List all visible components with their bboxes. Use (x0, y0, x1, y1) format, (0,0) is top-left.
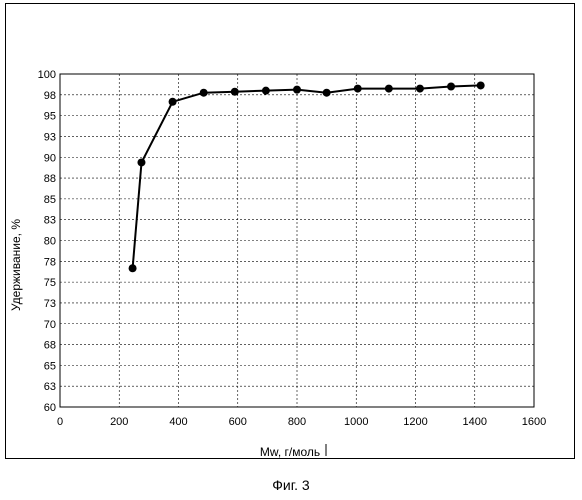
y-tick-label: 68 (44, 340, 56, 352)
x-tick-label: 400 (169, 416, 187, 428)
data-point (477, 81, 485, 89)
y-tick-labels: 60 63 65 68 70 73 75 78 80 83 85 88 90 93 95 98 100 (38, 69, 56, 414)
data-point (200, 89, 208, 97)
y-tick-label: 85 (44, 194, 56, 206)
x-tick-label: 1200 (403, 416, 427, 428)
data-point (137, 158, 145, 166)
data-point (323, 89, 331, 97)
x-axis-label: Mw, г/моль (260, 445, 320, 459)
y-tick-label: 78 (44, 256, 56, 268)
y-tick-label: 83 (44, 215, 56, 227)
data-point (354, 85, 362, 93)
x-tick-label: 0 (57, 416, 63, 428)
y-tick-label: 95 (44, 111, 56, 123)
y-tick-label: 90 (44, 152, 56, 164)
x-tick-labels: 0 200 400 600 800 1000 1200 1400 1600 (57, 416, 546, 428)
y-tick-label: 73 (44, 298, 56, 310)
data-point (416, 85, 424, 93)
data-point (169, 98, 177, 106)
y-tick-label: 65 (44, 360, 56, 372)
y-tick-label: 60 (44, 402, 56, 414)
y-tick-label: 98 (44, 90, 56, 102)
data-point (385, 85, 393, 93)
y-tick-label: 63 (44, 381, 56, 393)
x-tick-label: 600 (229, 416, 247, 428)
figure-caption: Фиг. 3 (0, 477, 582, 493)
data-point (447, 82, 455, 90)
x-tick-label: 1000 (344, 416, 368, 428)
x-tick-label: 1400 (463, 416, 487, 428)
data-point (262, 87, 270, 95)
y-tick-label: 75 (44, 277, 56, 289)
x-tick-label: 800 (288, 416, 306, 428)
x-tick-label: 1600 (522, 416, 546, 428)
y-tick-label: 88 (44, 173, 56, 185)
y-tick-label: 80 (44, 236, 56, 248)
data-point (293, 86, 301, 94)
data-point (129, 264, 137, 272)
data-point (231, 88, 239, 96)
y-axis-label: Удерживание, % (9, 219, 23, 311)
y-tick-label: 100 (38, 69, 56, 81)
y-tick-label: 70 (44, 319, 56, 331)
y-tick-label: 93 (44, 131, 56, 143)
x-tick-label: 200 (110, 416, 128, 428)
